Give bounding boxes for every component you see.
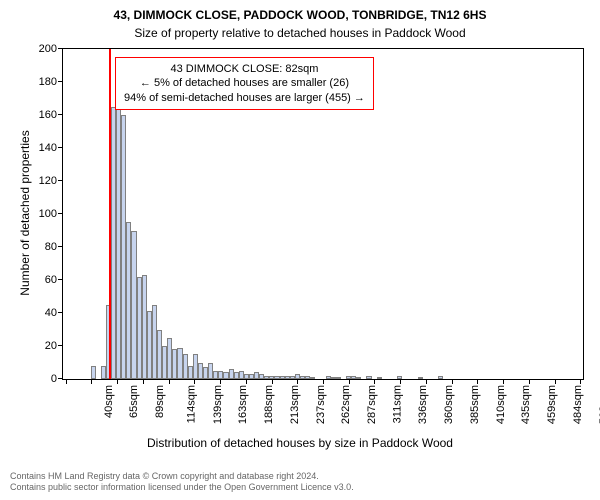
x-tick-mark	[503, 379, 504, 384]
x-ticks: 40sqm 65sqm 89sqm 114sqm 139sqm 163sqm 188sqm 2…	[63, 379, 583, 439]
x-tick-label: 287sqm	[366, 385, 378, 424]
x-tick-label: 311sqm	[391, 385, 403, 423]
x-tick-mark	[580, 379, 581, 384]
x-tick-mark	[220, 379, 221, 384]
annotation-line-3: 94% of semi-detached houses are larger (…	[124, 91, 365, 105]
x-tick-label: 336sqm	[418, 385, 430, 424]
x-tick-label: 459sqm	[546, 385, 558, 424]
chart-title: 43, DIMMOCK CLOSE, PADDOCK WOOD, TONBRID…	[0, 8, 600, 22]
x-tick-label: 237sqm	[315, 385, 327, 424]
x-tick-mark	[477, 379, 478, 384]
x-tick-mark	[91, 379, 92, 384]
chart-container: 43, DIMMOCK CLOSE, PADDOCK WOOD, TONBRID…	[0, 0, 600, 500]
x-tick-label: 385sqm	[469, 385, 481, 424]
x-tick-mark	[323, 379, 324, 384]
x-tick-label: 435sqm	[521, 385, 533, 424]
marker-line	[109, 49, 111, 379]
x-tick-mark	[555, 379, 556, 384]
x-tick-mark	[426, 379, 427, 384]
x-tick-label: 114sqm	[185, 385, 197, 423]
x-tick-mark	[349, 379, 350, 384]
y-tick-label: 60	[45, 274, 57, 286]
x-tick-mark	[452, 379, 453, 384]
annotation-line-1: 43 DIMMOCK CLOSE: 82sqm	[124, 62, 365, 76]
x-tick-mark	[297, 379, 298, 384]
x-tick-mark	[66, 379, 67, 384]
chart-subtitle: Size of property relative to detached ho…	[0, 26, 600, 40]
x-tick-label: 188sqm	[263, 385, 275, 424]
x-tick-mark	[272, 379, 273, 384]
x-tick-label: 213sqm	[289, 385, 301, 424]
x-tick-mark	[246, 379, 247, 384]
x-tick-mark	[117, 379, 118, 384]
x-tick-label: 139sqm	[212, 385, 224, 424]
annotation-line-2: ← 5% of detached houses are smaller (26)	[124, 76, 365, 90]
x-tick-label: 163sqm	[237, 385, 249, 424]
x-tick-mark	[400, 379, 401, 384]
y-tick-label: 160	[39, 109, 57, 121]
y-tick-label: 180	[39, 76, 57, 88]
x-tick-label: 360sqm	[443, 385, 455, 424]
footer-line-1: Contains HM Land Registry data © Crown c…	[10, 471, 354, 483]
x-tick-mark	[529, 379, 530, 384]
x-tick-label: 410sqm	[495, 385, 507, 424]
y-tick-label: 140	[39, 142, 57, 154]
y-tick-label: 100	[39, 208, 57, 220]
x-tick-mark	[194, 379, 195, 384]
plot-area: 020406080100120140160180200 43 DIMMOCK C…	[62, 48, 584, 380]
y-tick-label: 80	[45, 241, 57, 253]
x-tick-label: 89sqm	[154, 385, 166, 418]
y-tick-label: 0	[51, 373, 57, 385]
x-tick-mark	[169, 379, 170, 384]
y-tick-label: 40	[45, 307, 57, 319]
footer: Contains HM Land Registry data © Crown c…	[10, 471, 354, 494]
y-axis-label: Number of detached properties	[18, 48, 32, 378]
annotation-box: 43 DIMMOCK CLOSE: 82sqm ← 5% of detached…	[115, 57, 374, 110]
x-tick-label: 40sqm	[103, 385, 115, 418]
bar	[91, 366, 96, 379]
x-tick-mark	[143, 379, 144, 384]
y-tick-label: 200	[39, 43, 57, 55]
y-tick-label: 120	[39, 175, 57, 187]
x-tick-label: 484sqm	[572, 385, 584, 424]
footer-line-2: Contains public sector information licen…	[10, 482, 354, 494]
x-tick-mark	[374, 379, 375, 384]
y-tick-label: 20	[45, 340, 57, 352]
x-tick-label: 262sqm	[340, 385, 352, 424]
x-tick-label: 65sqm	[128, 385, 140, 418]
